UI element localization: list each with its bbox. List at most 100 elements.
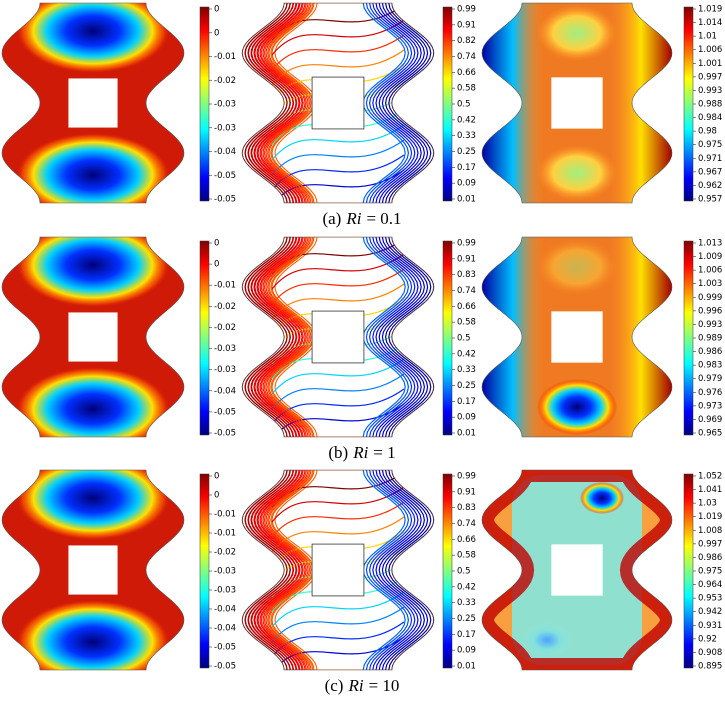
colorbar-label: -0.03 (214, 123, 236, 133)
colorbar-label: 0.953 (698, 594, 722, 604)
colorbar-label: 0.17 (457, 397, 476, 407)
colorbar-label: 0.83 (457, 270, 476, 280)
caption: (b) Ri = 1 (328, 443, 395, 462)
isotherm-cold (365, 3, 410, 203)
isotherm-cold (375, 470, 419, 670)
isotherm-hot (250, 470, 295, 670)
colorbar-label: 0.965 (698, 429, 722, 439)
blob (537, 239, 617, 295)
colorbar-label: -0.03 (214, 586, 236, 596)
colorbar-label: 1.019 (698, 5, 722, 15)
colorbar-label: 0 (214, 28, 219, 38)
caption-label: (a) (322, 209, 341, 228)
colorbar-label: 1.006 (698, 266, 722, 276)
isotherm-hot (250, 3, 295, 203)
colorbar-label: 1.052 (698, 472, 722, 482)
colorbar-label: 0.979 (698, 374, 722, 384)
isotherm-cold (378, 3, 422, 203)
isotherm (271, 358, 405, 395)
colorbar-label: 0.5 (457, 334, 471, 344)
blob (521, 622, 573, 658)
colorbar-label: -0.03 (214, 100, 236, 110)
colorbar-label: 0.973 (698, 401, 722, 411)
isotherm-hot (260, 470, 304, 670)
colorbar-label: 0.997 (698, 72, 722, 82)
colorbar-label: 1.014 (698, 18, 722, 28)
obstacle (68, 545, 118, 595)
caption-symbol: Ri (345, 209, 361, 228)
colorbar (199, 240, 210, 436)
isotherm-hot (244, 237, 288, 437)
colorbar-label: 0.962 (698, 181, 722, 191)
colorbar-label: -0.01 (214, 510, 236, 520)
isotherm-cold (388, 470, 432, 670)
isotherm (271, 34, 405, 71)
isotherm-cold (381, 470, 426, 670)
isotherm-hot (244, 3, 288, 203)
colorbar-label: 0.58 (457, 551, 476, 561)
caption-symbol: Ri (347, 676, 363, 695)
obstacle (551, 77, 603, 129)
isotherm (271, 591, 405, 628)
blob (537, 145, 617, 201)
isotherm-hot (266, 237, 311, 437)
colorbar-label: -0.05 (214, 643, 236, 653)
edge-hot (610, 3, 672, 203)
obstacle (311, 76, 365, 130)
isotherm (271, 19, 405, 56)
colorbar-label: 0.976 (698, 388, 722, 398)
colorbar-label: 0.25 (457, 614, 476, 624)
colorbar-label: 0.957 (698, 195, 722, 205)
obstacle (551, 311, 603, 363)
colorbar-label: 0.975 (698, 567, 722, 577)
domain-outline (481, 2, 673, 204)
colorbar-label: 0.42 (457, 115, 476, 125)
colorbar-label: -0.02 (214, 323, 236, 333)
isotherm (271, 124, 405, 161)
colorbar-label: 0.971 (698, 154, 722, 164)
vortex (16, 470, 170, 540)
domain-outline (241, 2, 435, 204)
colorbar-label: 1.006 (698, 45, 722, 55)
colorbar-label: -0.04 (214, 386, 236, 396)
colorbar-label: 0.908 (698, 648, 722, 658)
domain-outline (481, 236, 673, 438)
isotherm-hot (250, 237, 295, 437)
isotherm-hot (266, 470, 311, 670)
colorbar-label: 0.74 (457, 286, 476, 296)
obstacle (68, 78, 118, 128)
colorbar-label: 0.984 (698, 113, 722, 123)
colorbar-label: 0.01 (457, 429, 476, 439)
isotherm-cold (378, 470, 422, 670)
isotherm (271, 253, 405, 290)
colorbar-label: -0.05 (214, 429, 236, 439)
vortex (16, 133, 170, 203)
colorbar-label: 0.99 (457, 5, 476, 15)
caption-label: (b) (328, 443, 348, 462)
colorbar-label: 0.964 (698, 580, 722, 590)
colorbar-label: 0.98 (698, 127, 717, 137)
blob (537, 379, 617, 435)
blob (580, 482, 624, 514)
isotherm (271, 606, 405, 643)
colorbar-label: 1.019 (698, 512, 722, 522)
isotherm-cold (378, 237, 422, 437)
isotherm-cold (368, 237, 413, 437)
isotherm-cold (388, 237, 432, 437)
colorbar-label: 0.42 (457, 349, 476, 359)
colorbar-label: 0.99 (457, 472, 476, 482)
colorbar-label: 0.25 (457, 381, 476, 391)
isotherm-cold (365, 237, 410, 437)
colorbar (442, 473, 453, 669)
colorbar-label: -0.02 (214, 548, 236, 558)
colorbar (199, 6, 210, 202)
colorbar-label: 1.01 (698, 32, 717, 42)
colorbar-label: 0.25 (457, 147, 476, 157)
colorbar-label: -0.05 (214, 407, 236, 417)
isotherm-hot (263, 3, 308, 203)
edge-cold (482, 237, 544, 437)
colorbar-label: -0.04 (214, 605, 236, 615)
colorbar-label: 0 (214, 239, 219, 249)
colorbar-label: 0.01 (457, 195, 476, 205)
isotherm-hot (263, 470, 308, 670)
